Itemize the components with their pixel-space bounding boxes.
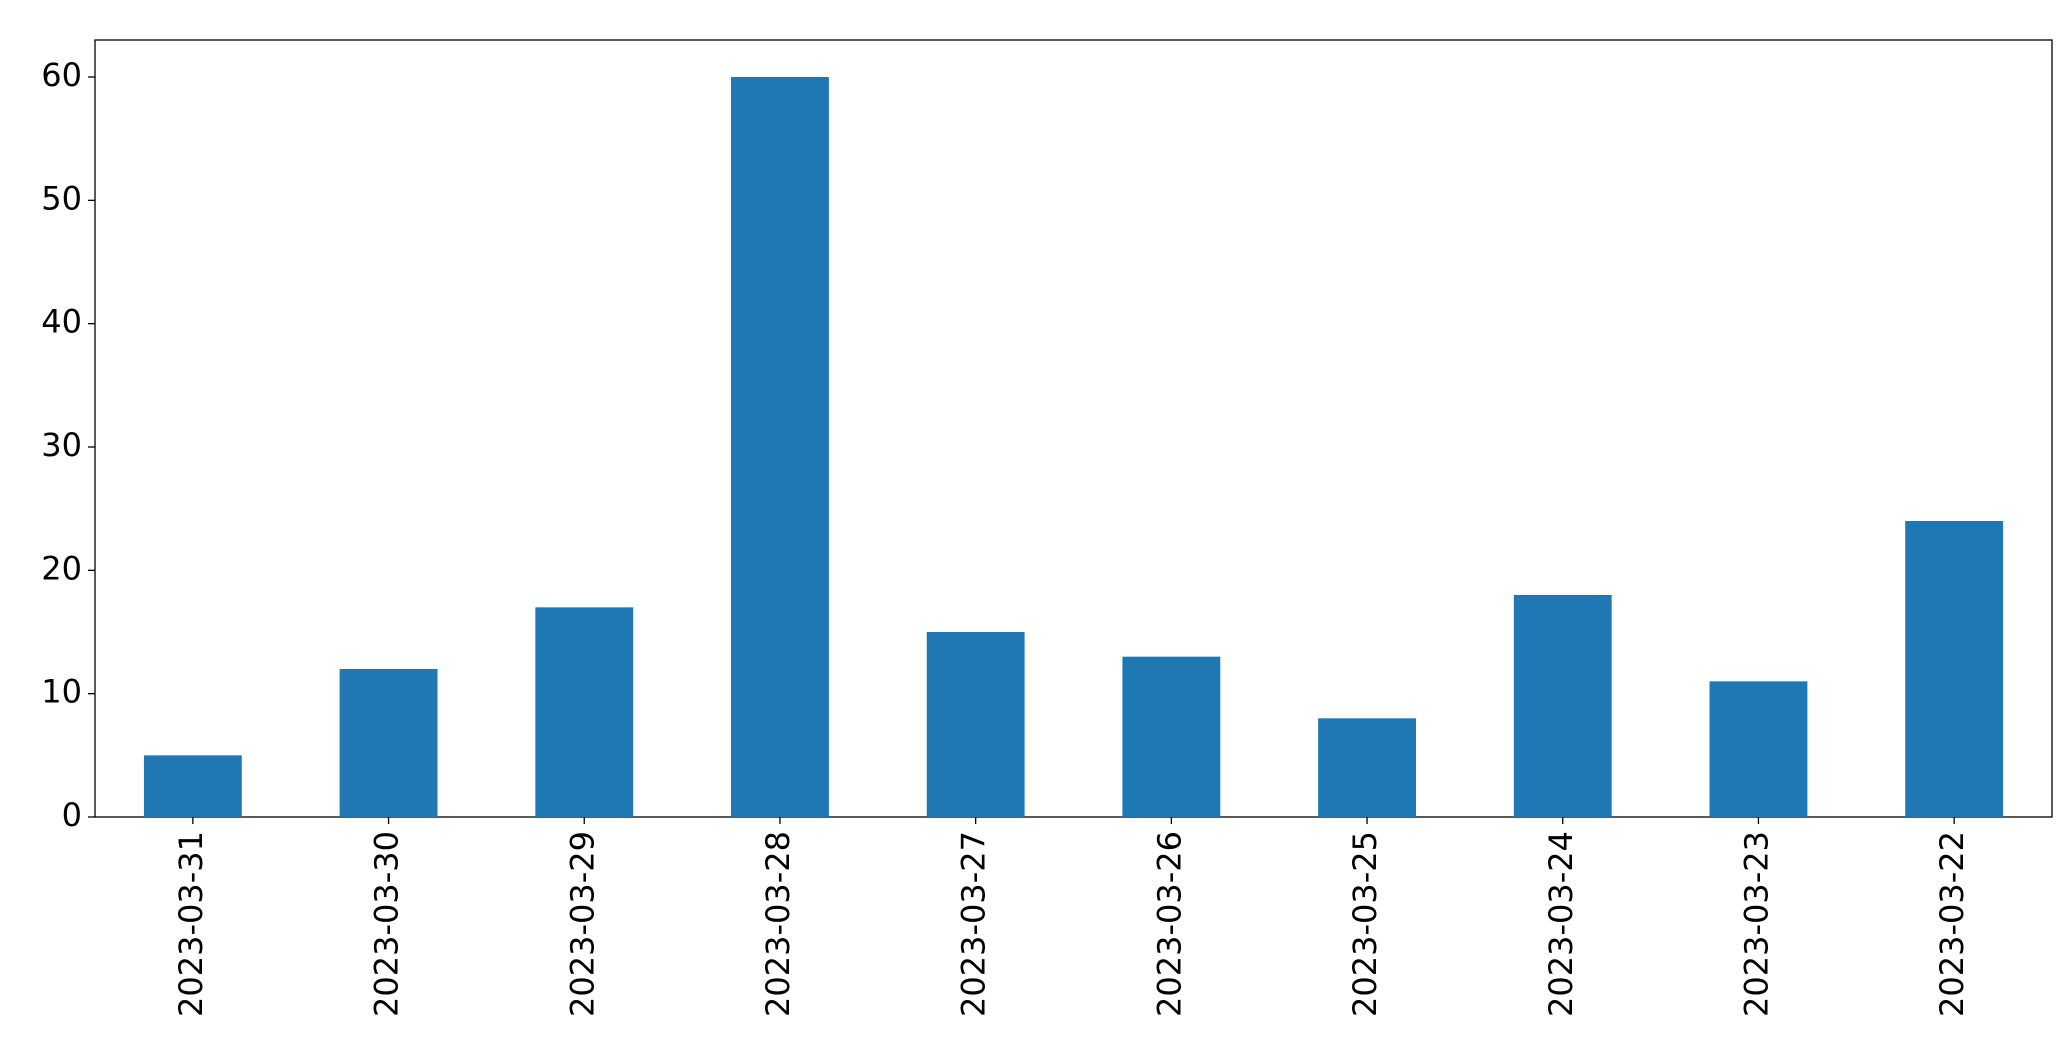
bar <box>143 755 242 817</box>
axes-frame <box>94 39 2053 818</box>
y-tick-label: 40 <box>41 303 82 341</box>
y-tick-label: 30 <box>41 426 82 464</box>
x-tick-label: 2023-03-31 <box>172 831 210 1017</box>
x-tick-label: 2023-03-25 <box>1346 831 1384 1017</box>
x-tick-label: 2023-03-26 <box>1150 831 1188 1017</box>
bar <box>339 669 438 817</box>
y-tick-label: 50 <box>41 179 82 217</box>
bar <box>535 607 634 817</box>
bar <box>1318 718 1416 817</box>
bar <box>731 77 829 817</box>
bar <box>1905 521 2004 817</box>
y-tick-label: 10 <box>41 673 82 711</box>
y-tick-label: 60 <box>41 56 82 94</box>
bar <box>1122 656 1221 817</box>
x-tick-label: 2023-03-22 <box>1933 831 1971 1017</box>
x-tick-label: 2023-03-27 <box>955 831 993 1017</box>
x-tick-label: 2023-03-29 <box>563 831 601 1017</box>
x-tick-label: 2023-03-30 <box>368 831 406 1017</box>
y-tick-label: 20 <box>41 549 82 587</box>
x-tick-label: 2023-03-28 <box>759 831 797 1017</box>
x-tick-label: 2023-03-24 <box>1542 831 1580 1017</box>
x-tick-label: 2023-03-23 <box>1737 831 1775 1017</box>
bar <box>1709 681 1808 817</box>
y-tick-label: 0 <box>62 796 82 834</box>
bar <box>926 632 1025 817</box>
bar <box>1513 595 1612 817</box>
